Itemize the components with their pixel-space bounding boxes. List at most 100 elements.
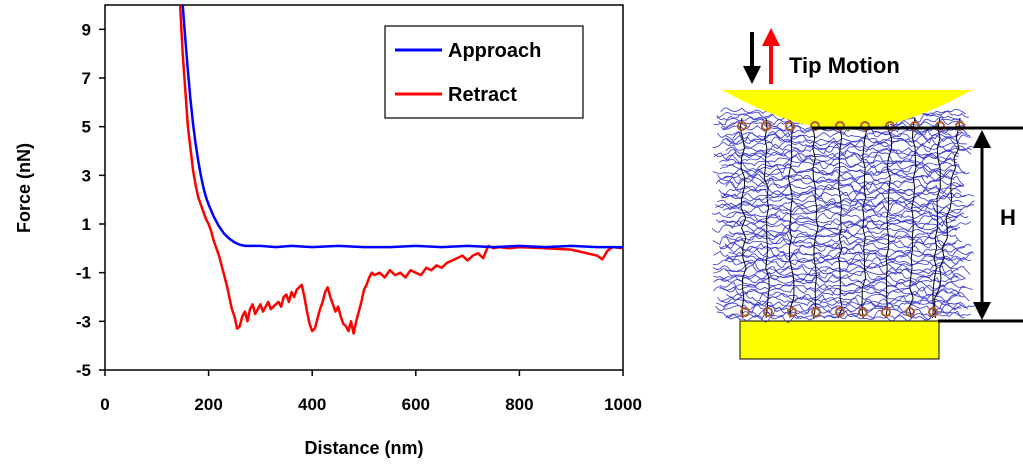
brush-strand [721, 192, 974, 205]
series-line-approach [181, 4, 623, 249]
brush-strand [719, 158, 958, 169]
brush-strand [713, 250, 973, 261]
brush-strand [717, 291, 970, 303]
brush-strand [715, 201, 975, 214]
chain-anchors [737, 121, 965, 317]
y-tick-label: 7 [82, 69, 91, 88]
afm-schematic: Tip Motion H [711, 28, 1023, 360]
brush-strand [723, 231, 963, 243]
brush-strand [725, 153, 958, 165]
brush-strand [711, 222, 958, 234]
polymer-chain [837, 117, 843, 319]
brush-strand [712, 258, 959, 269]
brush-strand [726, 133, 972, 144]
legend: Approach Retract [384, 25, 584, 119]
x-tick-label: 200 [194, 395, 222, 414]
height-arrow-top-icon [973, 130, 991, 148]
brush-strand [725, 211, 958, 222]
anchor-top-icon [835, 121, 845, 131]
y-tick-label: 3 [82, 166, 91, 185]
anchor-top-icon [810, 121, 820, 131]
y-tick-label: -5 [76, 361, 91, 380]
anchor-top-icon [910, 121, 920, 131]
anchor-bottom-icon [858, 307, 868, 317]
anchor-bottom-icon [928, 307, 938, 317]
y-axis-ticks: -5 -3 -1 1 3 5 7 9 [76, 20, 105, 380]
polymer-chain [885, 117, 893, 319]
x-tick-label: 1000 [604, 395, 642, 414]
arrow-down-head-icon [743, 66, 761, 84]
brush-strand [724, 255, 964, 267]
height-arrow-bottom-icon [973, 302, 991, 320]
x-axis-ticks: 0 200 400 600 800 1000 [100, 370, 642, 414]
y-tick-label: 1 [82, 215, 91, 234]
anchor-bottom-icon [787, 307, 797, 317]
brush-strand [728, 225, 961, 237]
anchor-bottom-icon [811, 307, 821, 317]
y-tick-label: -1 [76, 264, 91, 283]
polymer-chain [861, 117, 868, 319]
brush-strand [719, 280, 966, 292]
brush-strand [725, 181, 964, 193]
anchor-top-icon [885, 121, 895, 131]
brush-strand [717, 195, 963, 207]
anchor-top-icon [935, 121, 945, 131]
series-layer [178, 4, 624, 335]
y-tick-label: -3 [76, 312, 91, 331]
brush-strand [722, 187, 962, 198]
brush-strand [719, 283, 958, 293]
brush-strand [719, 163, 966, 175]
brush-strand [712, 166, 959, 177]
y-tick-label: 9 [82, 20, 91, 39]
brush-strand [721, 161, 960, 171]
polymer-chain [812, 117, 819, 319]
x-axis-label: Distance (nm) [304, 438, 423, 458]
anchor-top-icon [955, 121, 965, 131]
brush-strand [713, 150, 960, 163]
polymer-chain [739, 117, 747, 319]
anchor-bottom-icon [905, 307, 915, 317]
brush-strand [712, 142, 972, 154]
polymer-chain [763, 117, 770, 319]
brush-strand [713, 271, 966, 282]
series-line-retract [178, 4, 624, 335]
polymer-chain [787, 117, 795, 319]
x-tick-label: 0 [100, 395, 109, 414]
anchor-bottom-icon [881, 307, 891, 317]
anchor-bottom-icon [740, 307, 750, 317]
brush-strand [725, 312, 972, 323]
polymer-chain [934, 117, 961, 319]
x-tick-label: 600 [402, 395, 430, 414]
arrow-up-head-icon [762, 28, 780, 46]
legend-label-retract: Retract [448, 84, 517, 106]
polymer-chains [739, 117, 961, 319]
brush-strand [718, 175, 965, 186]
anchor-top-icon [785, 121, 795, 131]
anchor-top-icon [761, 121, 771, 131]
y-tick-label: 5 [82, 118, 91, 137]
tip-motion-arrows [743, 28, 780, 84]
legend-label-approach: Approach [448, 40, 541, 62]
x-tick-label: 400 [298, 395, 326, 414]
brush-strand [716, 297, 962, 308]
y-axis-label: Force (nN) [14, 143, 34, 233]
force-distance-chart: -5 -3 -1 1 3 5 7 9 0 200 400 600 800 1000 Distance (… [14, 4, 642, 458]
brush-strand [720, 190, 967, 201]
brush-strand [712, 261, 959, 273]
legend-box [384, 25, 584, 119]
brush-strand [713, 267, 959, 278]
polymer-brush [711, 107, 977, 323]
height-dimension [812, 126, 1023, 323]
anchor-top-icon [737, 121, 747, 131]
brush-strand [723, 205, 962, 216]
brush-strand [713, 148, 960, 159]
anchor-bottom-icon [763, 307, 773, 317]
height-label: H [1000, 205, 1016, 230]
brush-strand [719, 242, 966, 256]
anchor-top-icon [860, 121, 870, 131]
substrate [739, 320, 940, 360]
brush-strand [718, 217, 957, 229]
polymer-chain [932, 117, 941, 319]
anchor-bottom-icon [835, 307, 845, 317]
